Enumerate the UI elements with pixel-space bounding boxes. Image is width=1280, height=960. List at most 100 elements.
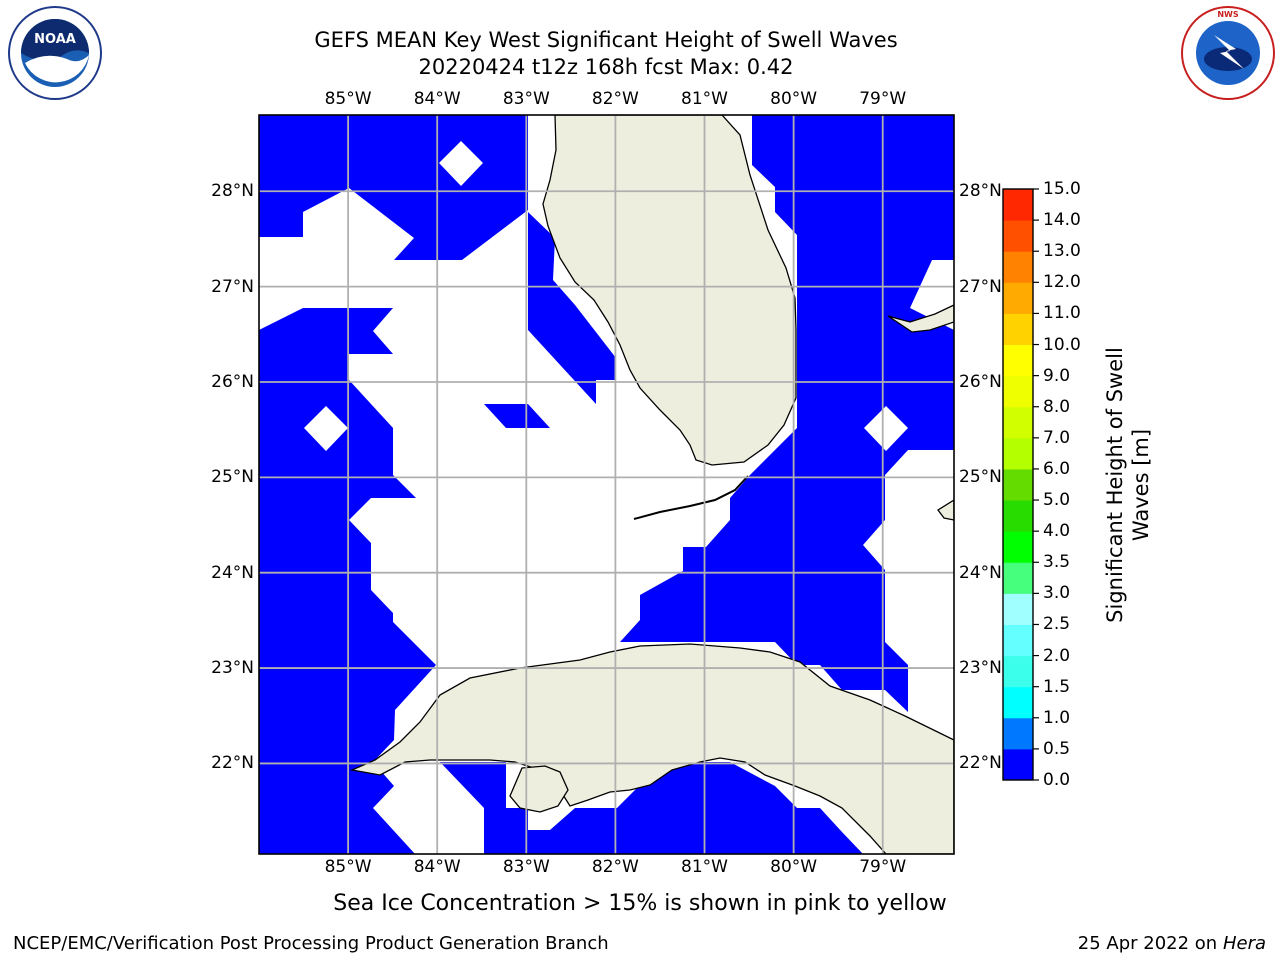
lon-label-top: 82°W: [591, 89, 639, 109]
footer-host: Hera: [1222, 933, 1266, 954]
colorbar-tick-label: 5.0: [1043, 490, 1071, 511]
land-layer: [349, 115, 954, 854]
lat-label-right: 25°N: [959, 467, 1002, 488]
noaa-logo: NOAA: [5, 5, 105, 105]
colorbar-swatch: [1003, 220, 1033, 252]
colorbar-swatch: [1003, 717, 1033, 750]
svg-text:NWS: NWS: [1217, 10, 1239, 19]
lon-label-top: 85°W: [324, 89, 372, 109]
lon-label-bottom: 85°W: [324, 857, 372, 877]
lon-label-top: 84°W: [413, 89, 461, 109]
lat-label-left: 24°N: [211, 562, 254, 583]
nws-logo: NWS: [1178, 5, 1278, 105]
map-frame: [258, 114, 955, 855]
andros-island: [937, 499, 954, 521]
calm-pocket-2: [864, 406, 908, 451]
colorbar-tick-label: 2.5: [1043, 614, 1071, 635]
florida-peninsula: [542, 115, 797, 466]
colorbar-swatch: [1003, 406, 1033, 439]
colorbar-swatch: [1003, 562, 1033, 594]
calm-pocket-1: [304, 406, 348, 451]
lon-label-bottom: 82°W: [591, 857, 639, 877]
colorbar-tick-label: 10.0: [1043, 334, 1081, 355]
colorbar-tick-label: 11.0: [1043, 303, 1081, 324]
isla-de-la-juventud: [509, 765, 569, 813]
colorbar-tick-label: 15.0: [1043, 179, 1081, 199]
colorbar-tick-label: 3.0: [1043, 583, 1071, 604]
colorbar-swatch: [1003, 655, 1033, 688]
colorbar-tick-label: 0.0: [1043, 770, 1071, 790]
calm-pocket-0: [439, 141, 483, 186]
lon-label-top: 83°W: [502, 89, 550, 109]
lat-label-right: 22°N: [959, 753, 1002, 774]
swell-region-3: [528, 212, 616, 404]
footer-right-date: 25 Apr 2022 on Hera: [1078, 933, 1266, 954]
lat-label-left: 26°N: [211, 371, 254, 392]
lat-label-left: 22°N: [211, 753, 254, 774]
colorbar-swatch: [1003, 500, 1033, 532]
colorbar-swatch: [1003, 251, 1033, 283]
lon-label-bottom: 79°W: [859, 857, 907, 877]
colorbar-swatch: [1003, 282, 1033, 314]
florida-keys: [633, 475, 749, 520]
colorbar-swatch: [1003, 531, 1033, 563]
colorbar-tick-label: 2.0: [1043, 645, 1071, 666]
colorbar-frame: [1002, 188, 1034, 781]
lon-label-bottom: 83°W: [502, 857, 550, 877]
lat-label-right: 24°N: [959, 562, 1002, 583]
lat-label-left: 28°N: [211, 181, 254, 202]
colorbar-tick-label: 3.5: [1043, 552, 1071, 573]
swell-region-2: [620, 115, 954, 712]
sea-ice-note: Sea Ice Concentration > 15% is shown in …: [333, 891, 947, 916]
colorbar-tick-label: 6.0: [1043, 458, 1071, 479]
lat-label-left: 23°N: [211, 658, 254, 679]
colorbar-swatch: [1003, 593, 1033, 625]
colorbar-tick-label: 13.0: [1043, 241, 1081, 262]
lat-label-left: 27°N: [211, 276, 254, 297]
footer-left-credit: NCEP/EMC/Verification Post Processing Pr…: [13, 933, 609, 954]
colorbar-tick-label: 1.5: [1043, 676, 1071, 697]
colorbar-swatch: [1003, 468, 1033, 501]
svg-text:NOAA: NOAA: [34, 32, 76, 47]
footer-date: 25 Apr 2022 on: [1077, 933, 1223, 954]
colorbar-label-line2: Waves [m]: [1129, 428, 1153, 542]
chart-title-line1: GEFS MEAN Key West Significant Height of…: [314, 28, 898, 52]
map-area: [259, 115, 954, 854]
colorbar-swatch: [1003, 344, 1033, 377]
colorbar-swatch: [1003, 189, 1033, 221]
colorbar-tick-label: 4.0: [1043, 521, 1071, 542]
lat-label-right: 28°N: [959, 181, 1002, 202]
colorbar-tick-label: 12.0: [1043, 272, 1081, 293]
colorbar-swatch: [1003, 375, 1033, 408]
swell-region-5: [484, 404, 550, 428]
colorbar: [1003, 189, 1033, 781]
colorbar-tick-label: 1.0: [1043, 707, 1071, 728]
colorbar-tick-label: 8.0: [1043, 396, 1071, 417]
colorbar-label-line1: Significant Height of Swell: [1103, 347, 1127, 623]
colorbar-swatch: [1003, 686, 1033, 719]
lon-label-bottom: 80°W: [770, 857, 818, 877]
colorbar-swatch: [1003, 748, 1033, 781]
colorbar-tick-label: 9.0: [1043, 365, 1071, 386]
lon-label-bottom: 84°W: [413, 857, 461, 877]
colorbar-swatch: [1003, 313, 1033, 346]
grand-bahama: [887, 304, 954, 333]
swell-region-4: [440, 762, 863, 854]
graticule: [259, 115, 954, 854]
lon-label-top: 81°W: [681, 89, 728, 109]
lon-label-bottom: 81°W: [681, 857, 728, 877]
lat-label-right: 27°N: [959, 276, 1002, 297]
colorbar-ticks: [1033, 188, 1039, 781]
lat-label-left: 25°N: [211, 467, 254, 488]
lat-label-right: 23°N: [959, 658, 1002, 679]
colorbar-tick-label: 7.0: [1043, 427, 1071, 448]
colorbar-tick-label: 14.0: [1043, 210, 1081, 231]
colorbar-swatch: [1003, 437, 1033, 470]
lon-label-top: 80°W: [770, 89, 818, 109]
colorbar-tick-label: 0.5: [1043, 738, 1071, 759]
lat-label-right: 26°N: [959, 371, 1002, 392]
chart-title-line2: 20220424 t12z 168h fcst Max: 0.42: [418, 55, 794, 79]
lon-label-top: 79°W: [859, 89, 907, 109]
colorbar-swatch: [1003, 624, 1033, 657]
